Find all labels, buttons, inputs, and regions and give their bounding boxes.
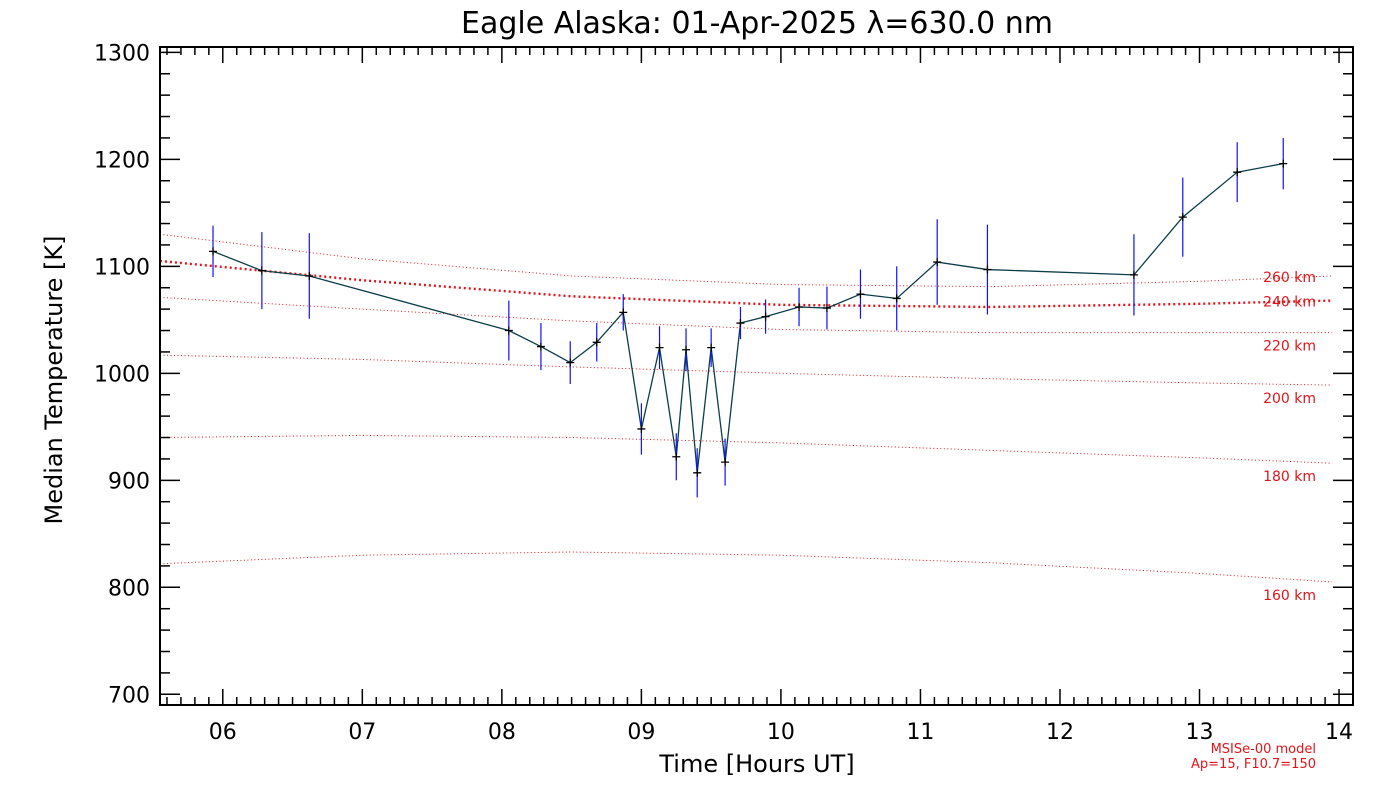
x-tick-label: 11 bbox=[906, 720, 934, 745]
data-point bbox=[707, 343, 716, 352]
model-curve-220-km bbox=[159, 296, 1333, 334]
model-curve-240-km bbox=[159, 259, 1333, 309]
data-point bbox=[933, 258, 942, 267]
data-series bbox=[209, 137, 1288, 498]
data-point bbox=[892, 294, 901, 303]
data-point bbox=[257, 266, 266, 275]
model-curve-200-km bbox=[159, 354, 1333, 386]
model-params-note: Ap=15, F10.7=150 bbox=[1191, 757, 1316, 772]
model-curve-label: 240 km bbox=[1263, 295, 1316, 311]
model-curve-label: 160 km bbox=[1263, 588, 1316, 604]
data-point bbox=[305, 271, 314, 280]
y-axis-label: Median Temperature [K] bbox=[40, 235, 68, 524]
model-curve-label: 220 km bbox=[1263, 339, 1316, 355]
x-tick-label: 12 bbox=[1046, 720, 1074, 745]
data-point bbox=[536, 342, 545, 351]
data-point bbox=[693, 468, 702, 477]
data-point bbox=[721, 458, 730, 467]
y-tick-label: 1100 bbox=[94, 255, 150, 280]
model-curve-180-km bbox=[159, 434, 1333, 464]
x-tick-label: 14 bbox=[1325, 720, 1353, 745]
chart-title: Eagle Alaska: 01-Apr-2025 λ=630.0 nm bbox=[461, 6, 1053, 41]
model-curve-label: 180 km bbox=[1263, 469, 1316, 485]
data-point bbox=[1279, 159, 1288, 168]
model-curve-label: 260 km bbox=[1263, 270, 1316, 286]
x-tick-label: 07 bbox=[348, 720, 376, 745]
data-point bbox=[1233, 168, 1242, 177]
plot-frame bbox=[159, 46, 1354, 706]
y-tick-label: 700 bbox=[108, 683, 150, 708]
data-point bbox=[856, 290, 865, 299]
data-point bbox=[682, 345, 691, 354]
data-point bbox=[592, 338, 601, 347]
data-point bbox=[566, 358, 575, 367]
y-tick-label: 800 bbox=[108, 576, 150, 601]
x-tick-label: 10 bbox=[767, 720, 795, 745]
data-point bbox=[672, 452, 681, 461]
model-curve-label: 200 km bbox=[1263, 391, 1316, 407]
data-point bbox=[504, 326, 513, 335]
model-curve-160-km bbox=[159, 551, 1333, 583]
x-tick-label: 09 bbox=[627, 720, 655, 745]
x-tick-label: 06 bbox=[209, 720, 237, 745]
data-point bbox=[761, 312, 770, 321]
data-point bbox=[795, 302, 804, 311]
data-point bbox=[655, 343, 664, 352]
data-point bbox=[637, 424, 646, 433]
y-tick-label: 900 bbox=[108, 469, 150, 494]
data-point bbox=[1129, 270, 1138, 279]
data-point bbox=[209, 247, 218, 256]
model-curves: 160 km 180 km 200 km 220 km 240 km 260 km bbox=[159, 233, 1333, 604]
data-point bbox=[983, 265, 992, 274]
x-tick-label: 08 bbox=[488, 720, 516, 745]
y-tick-label: 1200 bbox=[94, 148, 150, 173]
y-tick-label: 1000 bbox=[94, 362, 150, 387]
axes: 06 07 08 09 10 11 12 13 14 700 800 900 1000 1100 1200 1… bbox=[94, 41, 1354, 745]
data-point bbox=[1178, 213, 1187, 222]
y-tick-label: 1300 bbox=[94, 41, 150, 66]
x-axis-label: Time [Hours UT] bbox=[658, 750, 854, 778]
model-curve-260-km bbox=[159, 233, 1333, 288]
data-point bbox=[619, 308, 628, 317]
model-name-note: MSISe-00 model bbox=[1211, 742, 1316, 757]
x-tick-label: 13 bbox=[1186, 720, 1214, 745]
data-point bbox=[822, 304, 831, 313]
data-point bbox=[736, 319, 745, 328]
